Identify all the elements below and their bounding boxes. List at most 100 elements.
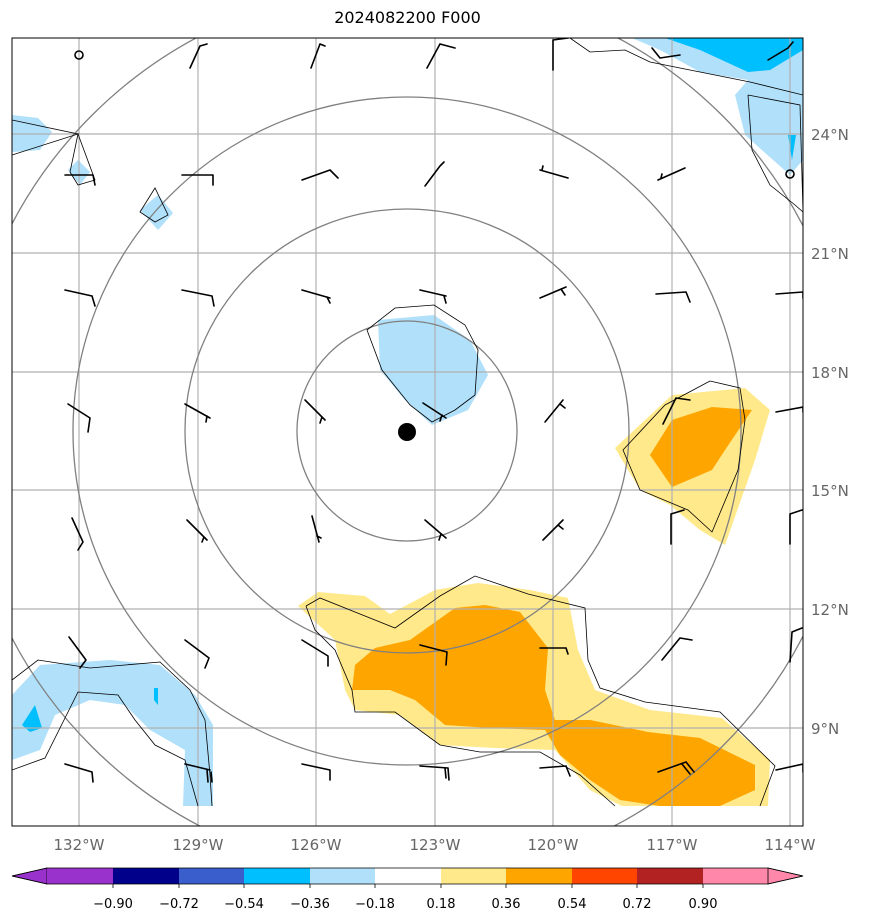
colorbar-ticks bbox=[112, 884, 704, 888]
contour-bottom-left-1 bbox=[305, 605, 616, 807]
contour-right-region bbox=[622, 380, 746, 533]
wind-barb bbox=[67, 403, 91, 433]
colorbar-label: −0.72 bbox=[159, 897, 199, 912]
range-ring-3 bbox=[72, 96, 742, 766]
wind-barb bbox=[662, 397, 691, 425]
wind-barb bbox=[789, 509, 803, 545]
map-plot-area bbox=[12, 38, 803, 826]
wind-barb bbox=[311, 515, 322, 543]
lat-label: 9°N bbox=[811, 720, 839, 738]
colorbar-label: 0.36 bbox=[492, 897, 521, 912]
wind-barb bbox=[539, 765, 571, 777]
wind-barb bbox=[186, 519, 208, 543]
colorbar-label: 0.18 bbox=[427, 897, 456, 912]
colorbar-segment bbox=[637, 868, 703, 884]
wind-barb bbox=[301, 763, 331, 781]
colorbar-label: −0.36 bbox=[290, 897, 330, 912]
colorbar-segment bbox=[47, 868, 113, 884]
wind-barb bbox=[301, 639, 329, 667]
lon-label: 123°W bbox=[410, 836, 461, 854]
wind-barb bbox=[184, 403, 211, 423]
wind-barb bbox=[301, 169, 339, 181]
strong-positive-region-bottom bbox=[352, 605, 755, 806]
colorbar-segment bbox=[375, 868, 441, 884]
colorbar-high-extend bbox=[767, 867, 804, 885]
strong-negative-top-right bbox=[665, 38, 803, 72]
wind-barb bbox=[68, 636, 87, 669]
wind-barbs bbox=[64, 38, 803, 783]
wind-barb bbox=[419, 289, 447, 304]
colorbar-segment bbox=[441, 868, 506, 884]
contour-bottom-left-3 bbox=[12, 691, 199, 807]
map-title: 2024082200 F000 bbox=[334, 8, 481, 27]
map-frame bbox=[11, 37, 804, 827]
wind-barb bbox=[775, 763, 803, 773]
colorbar-low-extend bbox=[11, 867, 48, 885]
wind-barb bbox=[419, 644, 448, 666]
wind-barb bbox=[789, 627, 803, 663]
wind-barb bbox=[544, 399, 566, 423]
wind-barb bbox=[657, 167, 686, 181]
latitude-labels: 24°N 21°N 18°N 15°N 12°N 9°N bbox=[811, 126, 849, 738]
negative-region-bottom-left bbox=[12, 660, 213, 806]
wind-barb bbox=[189, 43, 208, 69]
wind-barb bbox=[767, 41, 794, 61]
lat-label: 15°N bbox=[811, 482, 849, 500]
colorbar-label: −0.54 bbox=[224, 897, 264, 912]
strong-negative-bottom-left bbox=[22, 705, 42, 732]
colorbar-label: −0.18 bbox=[355, 897, 395, 912]
colorbar-outline bbox=[11, 867, 804, 885]
lon-label: 129°W bbox=[173, 836, 224, 854]
colorbar-segment bbox=[179, 868, 244, 884]
wind-barb bbox=[184, 639, 210, 669]
calm-wind-marker bbox=[74, 50, 84, 60]
colorbar-label: 0.72 bbox=[623, 897, 652, 912]
contour-lines bbox=[12, 38, 803, 807]
wind-barb bbox=[426, 43, 456, 69]
wind-barb bbox=[670, 509, 685, 545]
lon-label: 114°W bbox=[765, 836, 816, 854]
wind-barb bbox=[304, 399, 326, 424]
contour-right-side bbox=[747, 94, 803, 213]
range-rings bbox=[12, 38, 803, 826]
lat-label: 21°N bbox=[811, 245, 849, 263]
wind-barb bbox=[310, 43, 326, 69]
lon-label: 120°W bbox=[528, 836, 579, 854]
contour-bottom-left-2 bbox=[12, 659, 213, 807]
range-ring-2 bbox=[184, 208, 630, 654]
wind-barb bbox=[64, 289, 96, 307]
wind-barb bbox=[184, 763, 213, 783]
wind-barb bbox=[539, 165, 569, 179]
wind-barb bbox=[775, 291, 803, 299]
wind-barb bbox=[419, 765, 450, 781]
wind-barb bbox=[64, 174, 96, 186]
wind-barb bbox=[424, 161, 445, 187]
wind-barb bbox=[422, 402, 447, 422]
negative-region-top-right bbox=[632, 38, 803, 175]
strong-positive-region-right bbox=[650, 407, 752, 487]
contour-left-small bbox=[69, 132, 96, 186]
graticule bbox=[12, 38, 803, 826]
colorbar-segment bbox=[244, 868, 310, 884]
wind-barb bbox=[542, 519, 564, 541]
shaded-field bbox=[12, 38, 803, 806]
calm-wind-marker bbox=[785, 169, 795, 179]
wind-barb bbox=[775, 406, 803, 413]
storm-center-marker bbox=[398, 423, 416, 441]
contour-small-2 bbox=[139, 187, 169, 223]
longitude-labels: 132°W 129°W 126°W 123°W 120°W 117°W 114°… bbox=[54, 836, 816, 854]
wind-barb bbox=[539, 647, 569, 655]
lat-label: 24°N bbox=[811, 126, 849, 144]
strong-negative-small-bottom bbox=[154, 688, 158, 705]
wind-barb bbox=[64, 763, 94, 783]
colorbar-label: 0.90 bbox=[689, 897, 718, 912]
contour-center bbox=[366, 304, 479, 423]
wind-barb bbox=[655, 291, 691, 303]
colorbar-segment bbox=[113, 868, 179, 884]
lat-label: 12°N bbox=[811, 601, 849, 619]
colorbar-label: −0.90 bbox=[93, 897, 133, 912]
lon-label: 132°W bbox=[54, 836, 105, 854]
lon-label: 126°W bbox=[291, 836, 342, 854]
wind-barb bbox=[301, 289, 331, 304]
